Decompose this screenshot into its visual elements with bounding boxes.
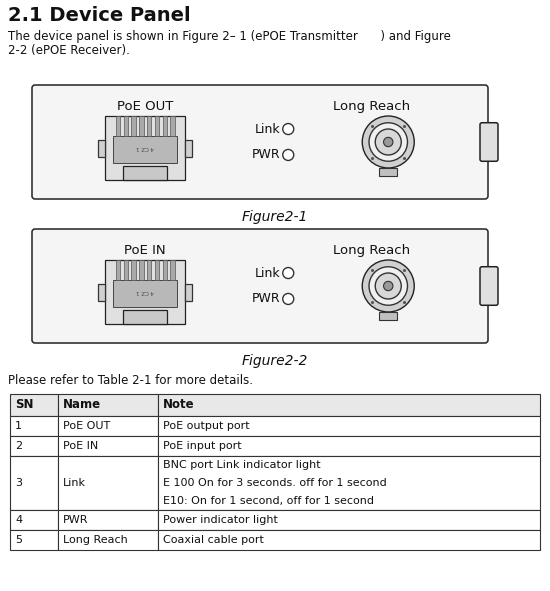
- Bar: [155, 261, 159, 280]
- Text: PWR: PWR: [252, 148, 280, 161]
- FancyBboxPatch shape: [32, 229, 488, 343]
- Bar: [124, 261, 128, 280]
- Text: Figure2-2: Figure2-2: [242, 354, 308, 368]
- Circle shape: [383, 137, 393, 147]
- Circle shape: [375, 273, 402, 299]
- Bar: [158, 416, 540, 436]
- Circle shape: [369, 123, 408, 161]
- Bar: [158, 394, 540, 416]
- Text: 2.1 Device Panel: 2.1 Device Panel: [8, 6, 191, 25]
- Bar: [185, 284, 192, 301]
- Text: 4: 4: [15, 515, 22, 525]
- Circle shape: [369, 267, 408, 305]
- FancyBboxPatch shape: [480, 267, 498, 306]
- Bar: [147, 261, 151, 280]
- Bar: [139, 261, 144, 280]
- Bar: [185, 139, 192, 157]
- Circle shape: [362, 116, 414, 168]
- Text: PoE IN: PoE IN: [124, 244, 166, 257]
- Text: 4 CZ 1: 4 CZ 1: [136, 145, 154, 150]
- Bar: [379, 168, 397, 176]
- Bar: [58, 510, 158, 530]
- Text: Coaxial cable port: Coaxial cable port: [163, 535, 264, 545]
- Circle shape: [383, 281, 393, 291]
- Bar: [58, 436, 158, 456]
- Text: The device panel is shown in Figure 2– 1 (ePOE Transmitter      ) and Figure: The device panel is shown in Figure 2– 1…: [8, 30, 451, 43]
- Circle shape: [283, 150, 294, 161]
- Text: Long Reach: Long Reach: [333, 244, 410, 257]
- Text: Please refer to Table 2-1 for more details.: Please refer to Table 2-1 for more detai…: [8, 374, 253, 387]
- Text: E10: On for 1 second, off for 1 second: E10: On for 1 second, off for 1 second: [163, 496, 374, 506]
- Bar: [158, 510, 540, 530]
- Text: Link: Link: [63, 478, 86, 488]
- Bar: [123, 310, 167, 324]
- Bar: [10, 530, 58, 550]
- Text: Link: Link: [255, 122, 280, 135]
- Text: Figure2-1: Figure2-1: [242, 210, 308, 224]
- Circle shape: [283, 124, 294, 135]
- Circle shape: [362, 260, 414, 312]
- Text: Long Reach: Long Reach: [63, 535, 128, 545]
- Bar: [170, 261, 175, 280]
- Text: PoE IN: PoE IN: [63, 441, 98, 451]
- Bar: [105, 261, 185, 324]
- Text: PoE OUT: PoE OUT: [117, 100, 173, 113]
- Text: SN: SN: [15, 398, 34, 411]
- Bar: [131, 116, 136, 136]
- Bar: [158, 530, 540, 550]
- Text: PoE output port: PoE output port: [163, 421, 250, 431]
- Bar: [10, 416, 58, 436]
- Circle shape: [283, 268, 294, 278]
- FancyBboxPatch shape: [480, 123, 498, 161]
- FancyBboxPatch shape: [32, 85, 488, 199]
- Text: Note: Note: [163, 398, 195, 411]
- Bar: [131, 261, 136, 280]
- Circle shape: [283, 294, 294, 304]
- Bar: [170, 116, 175, 136]
- Text: PWR: PWR: [63, 515, 89, 525]
- Bar: [58, 530, 158, 550]
- Bar: [163, 261, 167, 280]
- Text: Power indicator light: Power indicator light: [163, 515, 278, 525]
- Text: 2: 2: [15, 441, 22, 451]
- Text: PoE input port: PoE input port: [163, 441, 241, 451]
- Bar: [163, 116, 167, 136]
- Bar: [124, 116, 128, 136]
- Bar: [379, 312, 397, 320]
- Text: Name: Name: [63, 398, 101, 411]
- Text: PoE OUT: PoE OUT: [63, 421, 110, 431]
- Bar: [158, 436, 540, 456]
- Bar: [147, 116, 151, 136]
- Bar: [58, 416, 158, 436]
- Text: 4 CZ 1: 4 CZ 1: [136, 288, 154, 294]
- Bar: [139, 116, 144, 136]
- Bar: [158, 456, 540, 510]
- Bar: [155, 116, 159, 136]
- Text: Link: Link: [255, 267, 280, 280]
- Bar: [10, 394, 58, 416]
- Bar: [98, 284, 105, 301]
- Bar: [113, 136, 177, 163]
- Text: PWR: PWR: [252, 293, 280, 306]
- Text: 5: 5: [15, 535, 22, 545]
- Text: Long Reach: Long Reach: [333, 100, 410, 113]
- Text: E 100 On for 3 seconds. off for 1 second: E 100 On for 3 seconds. off for 1 second: [163, 478, 387, 488]
- Bar: [10, 436, 58, 456]
- Bar: [116, 261, 120, 280]
- Bar: [58, 394, 158, 416]
- Text: 1: 1: [15, 421, 22, 431]
- Bar: [105, 116, 185, 180]
- Bar: [10, 510, 58, 530]
- Text: 3: 3: [15, 478, 22, 488]
- Circle shape: [375, 129, 402, 155]
- Bar: [10, 456, 58, 510]
- Bar: [58, 456, 158, 510]
- Text: 2-2 (ePOE Receiver).: 2-2 (ePOE Receiver).: [8, 44, 130, 57]
- Bar: [113, 280, 177, 307]
- Bar: [116, 116, 120, 136]
- Bar: [123, 167, 167, 180]
- Text: BNC port Link indicator light: BNC port Link indicator light: [163, 460, 321, 470]
- Bar: [98, 139, 105, 157]
